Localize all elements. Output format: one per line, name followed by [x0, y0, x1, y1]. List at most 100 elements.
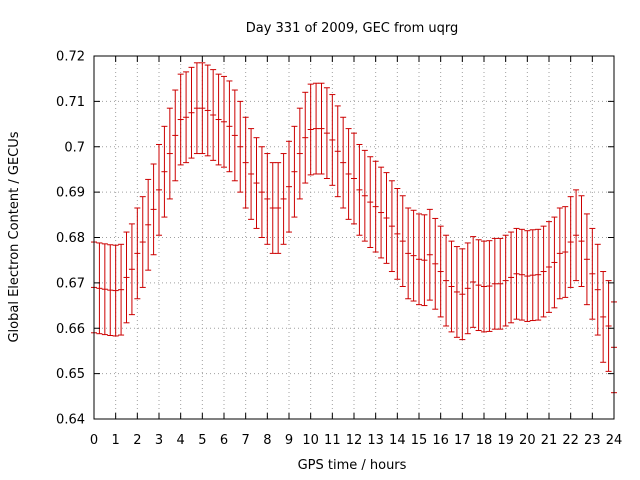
data-point: [264, 153, 271, 245]
data-point: [421, 214, 428, 307]
data-point: [139, 196, 146, 288]
data-point: [388, 180, 395, 273]
y-axis-title: Global Electron Content / GECUs: [7, 131, 22, 342]
x-tick-label: 3: [155, 433, 163, 448]
y-tick-label: 0.71: [56, 95, 85, 110]
y-tick-label: 0.72: [56, 50, 85, 65]
x-tick-label: 16: [432, 433, 449, 448]
y-tick-label: 0.64: [56, 413, 85, 428]
data-point: [296, 107, 303, 200]
data-point: [269, 162, 276, 254]
data-point: [291, 125, 298, 218]
data-point: [302, 91, 309, 184]
x-tick-label: 0: [90, 433, 98, 448]
data-point: [356, 143, 363, 236]
data-point: [448, 240, 455, 333]
data-point: [118, 243, 125, 336]
data-point: [193, 62, 200, 155]
data-point: [378, 166, 385, 259]
data-point: [529, 229, 536, 322]
data-point: [318, 82, 325, 175]
data-point: [156, 143, 162, 236]
error-bar-series: [91, 62, 617, 394]
x-tick-label: 11: [324, 433, 341, 448]
y-tick-label: 0.66: [56, 322, 85, 337]
data-point: [123, 231, 130, 324]
x-tick-label: 6: [220, 433, 228, 448]
chart-title: Day 331 of 2009, GEC from uqrg: [246, 21, 459, 36]
data-point: [253, 137, 260, 229]
x-tick-label: 21: [541, 433, 558, 448]
x-tick-label: 20: [519, 433, 536, 448]
x-tick-label: 19: [497, 433, 514, 448]
data-point: [221, 75, 227, 168]
data-point: [112, 244, 119, 337]
data-point: [231, 89, 238, 182]
data-point: [215, 73, 222, 166]
data-point: [437, 225, 444, 318]
data-point: [345, 128, 352, 220]
data-point: [594, 243, 601, 336]
data-point: [313, 82, 320, 175]
data-point: [226, 80, 233, 173]
x-tick-label: 7: [242, 433, 250, 448]
data-point: [583, 213, 590, 306]
x-tick-label: 24: [606, 433, 623, 448]
data-point: [508, 231, 515, 324]
data-point: [161, 125, 168, 218]
data-point: [134, 207, 141, 300]
data-point: [237, 100, 244, 193]
data-point: [107, 244, 114, 337]
x-tick-label: 2: [133, 433, 141, 448]
x-tick-label: 8: [263, 433, 271, 448]
data-point: [578, 195, 585, 288]
x-tick-label: 9: [285, 433, 293, 448]
data-point: [323, 87, 330, 180]
x-tick-label: 17: [454, 433, 471, 448]
data-point: [562, 206, 569, 298]
data-point: [394, 187, 401, 280]
data-point: [497, 237, 504, 330]
data-point: [605, 280, 612, 372]
data-point: [410, 209, 417, 302]
data-point: [188, 66, 195, 159]
data-point: [145, 178, 152, 271]
data-point: [367, 156, 374, 248]
data-point: [204, 64, 211, 157]
data-point: [383, 172, 390, 264]
x-tick-label: 22: [562, 433, 579, 448]
y-tick-label: 0.7: [64, 140, 85, 155]
data-point: [535, 228, 542, 321]
data-point: [518, 228, 525, 321]
data-point: [556, 207, 563, 300]
x-tick-label: 18: [476, 433, 493, 448]
data-point: [443, 234, 450, 327]
data-point: [589, 227, 596, 320]
x-tick-label: 5: [198, 433, 206, 448]
data-point: [286, 140, 292, 233]
data-point: [334, 105, 341, 198]
data-point: [567, 196, 574, 288]
data-point: [150, 163, 157, 256]
x-axis-title: GPS time / hours: [298, 458, 407, 473]
data-point: [183, 71, 190, 164]
data-point: [551, 216, 558, 309]
axis-ticks: [93, 55, 615, 420]
x-tick-label: 23: [584, 433, 601, 448]
data-point: [177, 73, 184, 166]
data-point: [502, 234, 509, 327]
data-point: [513, 227, 520, 320]
gridlines: [94, 56, 614, 419]
y-tick-label: 0.65: [56, 367, 85, 382]
data-point: [275, 162, 282, 254]
data-point: [96, 242, 103, 335]
data-point: [351, 132, 357, 225]
data-point: [416, 213, 422, 306]
data-point: [600, 271, 607, 363]
data-point: [405, 207, 412, 300]
data-point: [329, 94, 336, 186]
data-point: [210, 69, 217, 161]
data-point: [248, 128, 255, 220]
data-point: [432, 217, 439, 310]
data-point: [172, 89, 179, 182]
